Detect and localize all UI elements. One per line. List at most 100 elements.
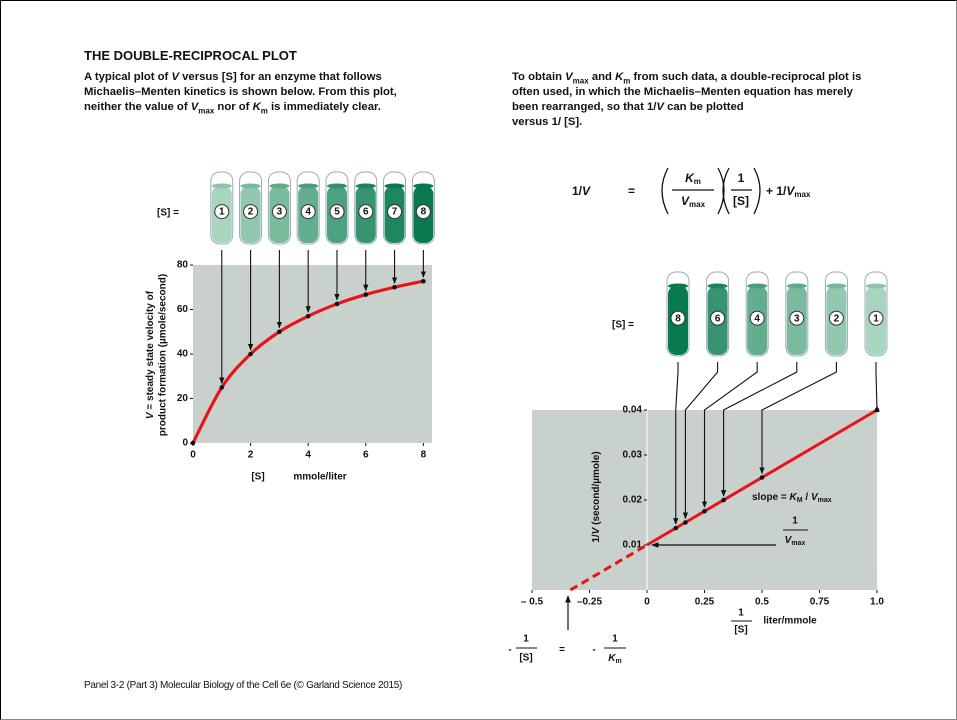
data-point [277,329,282,334]
eq-one: 1 [738,171,745,185]
x-axis-unit: liter/mmole [763,616,817,627]
y-tick-label: 40 [177,349,189,360]
tube-rim [327,184,347,189]
tube-rim [708,284,728,289]
eq-s: [S] [733,194,749,208]
tube-rim [269,184,289,189]
x-tick-label: 1.0 [870,597,884,608]
text: = steady state velocity of [145,290,156,412]
x-tick-label: 8 [421,450,427,461]
tube-number: 3 [794,313,800,324]
km-label: Km [608,653,621,665]
x-tick-label: 0.5 [755,597,769,608]
eq-v: Vmax [681,194,706,209]
tube-number: 8 [675,313,681,324]
x-tick-label: – 0.5 [521,597,544,608]
km-label: 1 [612,634,618,645]
equation: 1/V = Km Vmax 1 [S] + 1/Vmax [572,168,811,214]
data-point [673,526,678,531]
tube-number: 6 [715,313,721,324]
eq-rhs: + 1/Vmax [766,184,811,199]
text: / [803,492,811,503]
tube-rim [385,184,405,189]
text: V [582,184,591,198]
data-point [760,475,765,480]
data-point [219,385,224,390]
x-axis-label: [S] [734,625,747,636]
tube-number: 6 [363,207,369,218]
tube-label: [S] = [157,208,179,219]
arrow [876,362,877,410]
data-point [191,441,196,446]
text: slope = [752,492,790,503]
text: (second/µmole) [591,451,602,527]
tube-number: 7 [392,207,398,218]
x-axis-unit: mmole/liter [293,472,346,483]
y-tick-label: 80 [177,260,189,271]
data-point [248,352,253,357]
text: m [694,177,701,186]
text: max [818,497,832,504]
paren [662,168,668,214]
data-point [683,520,688,525]
data-point [721,498,726,503]
eq-lhs: 1/V [572,184,591,198]
tube-rim [356,184,376,189]
y-tick-label: 0.03 [623,450,643,461]
tube-number: 3 [277,207,283,218]
tube-label: [S] = [612,320,634,331]
vmax-label: 1 [792,516,798,527]
x-tick-label: –0.25 [577,597,602,608]
x-axis-label: 1 [738,608,744,619]
tube-rim [413,184,433,189]
y-axis-label: V = steady state velocity of [145,290,156,419]
text: max [794,190,811,199]
tube-rim [668,284,688,289]
y-axis-label: product formation (µmole/second) [158,274,169,436]
km-label: = [559,645,565,656]
tube-rim [787,284,807,289]
y-tick-label: 0.04 [623,405,643,416]
tube-rim [212,184,232,189]
eq-equals: = [628,184,635,198]
data-point [702,509,707,514]
x-tick-label: 0 [190,450,196,461]
tube-rim [241,184,261,189]
data-point [363,292,368,297]
y-tick-label: 20 [177,393,189,404]
km-label: [S] [519,653,532,664]
x-tick-label: 0 [644,597,650,608]
tube-number: 5 [334,207,340,218]
km-label: - [508,645,511,656]
data-point [421,279,426,284]
tube-number: 1 [873,313,879,324]
x-axis-label: [S] [251,472,264,483]
km-label: 1 [523,634,529,645]
text: + 1/ [766,184,787,198]
tube-number: 2 [834,313,840,324]
tube-number: 4 [305,207,311,218]
page: THE DOUBLE-RECIPROCAL PLOT A typical plo… [0,0,957,720]
tube-number: 1 [219,207,225,218]
x-tick-label: 2 [248,450,254,461]
text: m [616,658,622,665]
text: 1/ [591,534,602,543]
x-tick-label: 6 [363,450,369,461]
y-tick-label: 60 [177,304,189,315]
tube-number: 2 [248,207,254,218]
data-point [875,408,880,413]
tube-rim [298,184,318,189]
tube-rim [866,284,886,289]
x-tick-label: 0.25 [695,597,715,608]
x-tick-label: 4 [305,450,311,461]
plot-area [193,265,432,443]
km-label: - [592,645,595,656]
tube-rim [747,284,767,289]
eq-k: Km [685,171,701,186]
y-axis-label: 1/V (second/µmole) [591,451,602,542]
figure: 02040608002468123456780.010.020.030.04– … [0,0,957,720]
y-tick-label: 0 [182,438,188,449]
x-tick-label: 0.75 [810,597,830,608]
data-point [306,314,311,319]
data-point [392,285,397,290]
